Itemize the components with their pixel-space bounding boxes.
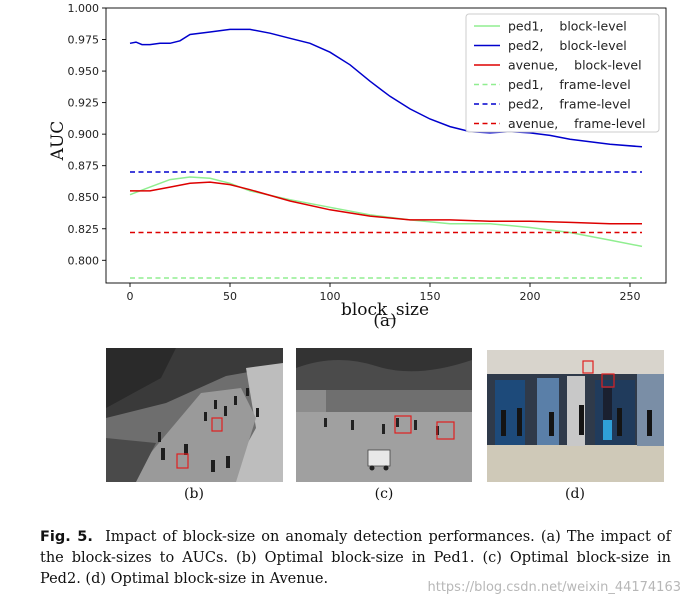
legend-entry: avenue, frame-level [508, 116, 645, 131]
panel-b-image [106, 348, 283, 482]
x-axis-label: block_size [341, 300, 429, 320]
series-line-0 [129, 176, 643, 248]
y-tick-label: 0.800 [68, 254, 100, 267]
panel-d-label: (d) [565, 486, 585, 502]
y-tick-label: 0.825 [68, 223, 100, 236]
y-axis-label: AUC [48, 121, 68, 162]
x-tick-label: 200 [520, 290, 541, 303]
legend-entry: avenue, block-level [508, 58, 642, 73]
series-line-2 [130, 181, 642, 225]
y-tick-label: 0.975 [68, 34, 100, 47]
legend-box [465, 13, 660, 133]
y-tick-label: 0.850 [68, 191, 100, 204]
legend-entry: ped2, block-level [508, 38, 627, 53]
x-tick-label: 0 [127, 290, 134, 303]
y-tick-label: 0.950 [68, 65, 100, 78]
x-tick-label: 250 [620, 290, 641, 303]
plot-frame [105, 7, 667, 284]
y-tick-label: 0.900 [68, 128, 100, 141]
x-tick-label: 100 [320, 290, 341, 303]
legend-entry: ped1, frame-level [508, 77, 631, 92]
x-tick-label: 150 [420, 290, 441, 303]
subfigure-label-a: (a) [373, 311, 396, 331]
panel-b-label: (b) [184, 486, 204, 502]
panel-d-image [487, 350, 664, 482]
station-scene-icon [487, 350, 664, 482]
caption-text: Impact of block-size on anomaly detectio… [40, 529, 671, 587]
walkway-scene-icon [106, 348, 283, 482]
legend-entry: ped1, block-level [508, 19, 627, 34]
y-tick-label: 1.000 [68, 2, 100, 15]
auc-line-chart: 0.800 0.825 0.850 0.875 0.900 0.925 0.950 0.975… [48, 2, 667, 331]
figure-caption: Fig. 5. Impact of block-size on anomaly … [40, 527, 671, 590]
legend-entry: ped2, frame-level [508, 97, 631, 112]
x-tick-label: 50 [223, 290, 237, 303]
y-tick-label: 0.875 [68, 160, 100, 173]
watermark: https://blog.csdn.net/weixin_44174163 [427, 580, 681, 595]
series-line-1 [129, 28, 643, 148]
figure-label: Fig. 5. [40, 529, 93, 545]
y-tick-label: 0.925 [68, 97, 100, 110]
panel-c-image [296, 348, 472, 482]
panel-c-label: (c) [374, 486, 394, 502]
plaza-scene-icon [296, 348, 472, 482]
